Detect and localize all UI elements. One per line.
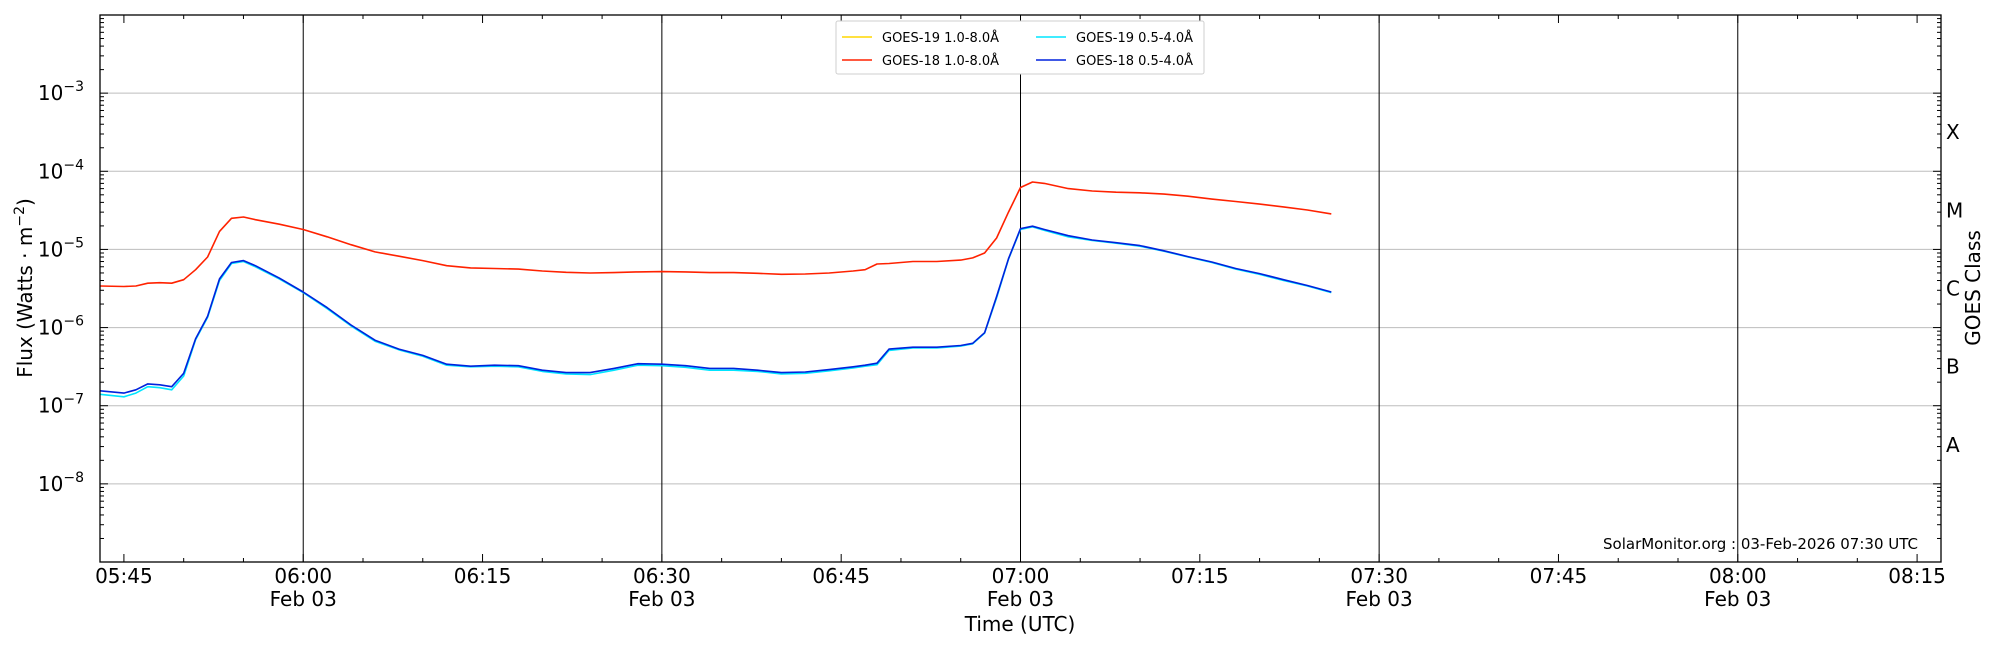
- x-tick-date-label: Feb 03: [987, 587, 1054, 611]
- y-tick-label: 10−3: [38, 79, 84, 105]
- x-tick-label: 05:45: [95, 564, 153, 588]
- credit-text: SolarMonitor.org : 03-Feb-2026 07:30 UTC: [1603, 535, 1918, 553]
- series-layer: [99, 181, 1332, 398]
- x-tick-date-label: Feb 03: [1704, 587, 1771, 611]
- date-boundary-lines: [302, 15, 1739, 562]
- x-tick-label: 07:15: [1171, 564, 1229, 588]
- y-tick-label: 10−5: [38, 235, 84, 261]
- x-axis-label: Time (UTC): [964, 612, 1076, 636]
- y-tick-label: 10−4: [38, 157, 84, 183]
- x-tick-label: 06:30: [633, 564, 691, 588]
- x-tick-label: 07:00: [992, 564, 1050, 588]
- y-tick-label: 10−8: [38, 470, 84, 496]
- goes-class-labels: A B C M X: [1946, 120, 1963, 457]
- y-tick-label: 10−7: [38, 392, 84, 418]
- goes-class-m: M: [1946, 198, 1963, 222]
- goes-class-b: B: [1946, 355, 1960, 379]
- tick-layer: [100, 15, 1941, 563]
- x-tick-date-label: Feb 03: [1346, 587, 1413, 611]
- series-line-3: [99, 225, 1332, 394]
- legend-label-2: GOES-18 1.0-8.0Å: [882, 53, 999, 69]
- x-tick-label: 06:00: [274, 564, 332, 588]
- x-tick-label: 07:45: [1530, 564, 1588, 588]
- x-tick-label: 07:30: [1350, 564, 1408, 588]
- x-tick-label: 06:15: [454, 564, 512, 588]
- series-line-1: [99, 226, 1332, 398]
- x-tick-date-label: Feb 03: [270, 587, 337, 611]
- legend: GOES-19 1.0-8.0Å GOES-19 0.5-4.0Å GOES-18 …: [835, 20, 1205, 75]
- x-tick-label: 08:00: [1709, 564, 1767, 588]
- legend-label-3: GOES-18 0.5-4.0Å: [1076, 53, 1193, 69]
- x-tick-date-label: Feb 03: [628, 587, 695, 611]
- goes-class-x: X: [1946, 120, 1960, 144]
- legend-label-1: GOES-19 0.5-4.0Å: [1076, 30, 1193, 46]
- goes-class-c: C: [1946, 277, 1960, 301]
- series-line-2: [99, 181, 1332, 288]
- legend-label-0: GOES-19 1.0-8.0Å: [882, 30, 999, 46]
- y-tick-labels: 10−8 10−7 10−6 10−5 10−4 10−3: [38, 79, 84, 496]
- y2-axis-label: GOES Class: [1961, 230, 1985, 346]
- y-axis-label: Flux (Watts · m−2): [12, 198, 37, 378]
- y-tick-label: 10−6: [38, 314, 84, 340]
- goes-class-a: A: [1946, 433, 1960, 457]
- x-tick-label: 08:15: [1888, 564, 1946, 588]
- x-tick-label: 06:45: [812, 564, 870, 588]
- legend-box: [835, 20, 1205, 75]
